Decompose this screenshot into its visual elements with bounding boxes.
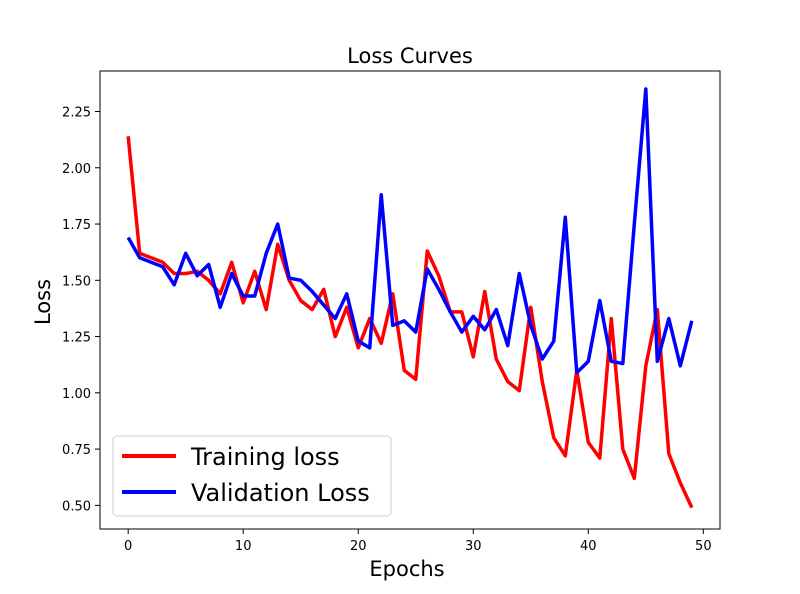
- x-tick-label: 0: [124, 539, 132, 554]
- legend-box: [112, 435, 392, 517]
- x-tick-label: 20: [350, 539, 367, 554]
- x-tick-label: 50: [695, 539, 712, 554]
- legend-label-training-loss: Training loss: [190, 443, 340, 471]
- chart-title: Loss Curves: [347, 44, 473, 68]
- y-tick-label: 0.50: [62, 499, 91, 514]
- y-axis-label: Loss: [31, 279, 55, 325]
- legend: Training loss Validation Loss: [112, 435, 392, 517]
- x-axis-label: Epochs: [369, 557, 444, 581]
- plot-area: [99, 70, 721, 530]
- y-tick-label: 2.25: [62, 106, 91, 121]
- series-line-training-loss: [126, 136, 694, 509]
- y-tick-label: 1.75: [62, 218, 91, 233]
- y-tick-label: 1.50: [62, 274, 91, 289]
- y-tick-label: 1.25: [62, 331, 91, 346]
- x-tick-label: 40: [580, 539, 597, 554]
- x-tick-label: 10: [235, 539, 252, 554]
- series-line-validation-loss: [126, 87, 694, 375]
- legend-label-validation-loss: Validation Loss: [191, 479, 370, 507]
- x-tick-label: 30: [465, 539, 482, 554]
- y-tick-label: 2.00: [62, 162, 91, 177]
- y-tick-label: 1.00: [62, 387, 91, 402]
- y-tick-label: 0.75: [62, 443, 91, 458]
